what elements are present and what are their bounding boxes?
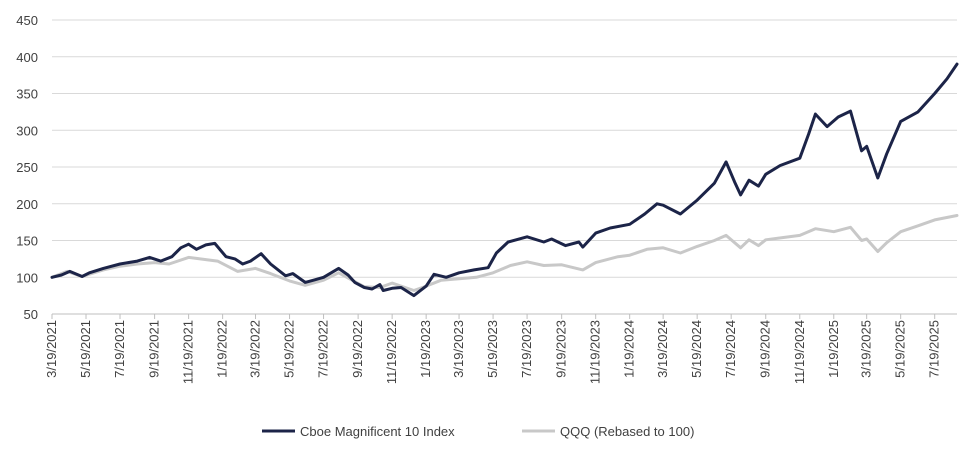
legend-label: QQQ (Rebased to 100) [560,424,694,439]
x-tick-label: 11/19/2024 [792,320,807,384]
y-tick-label: 300 [16,123,38,138]
x-tick-label: 1/19/2023 [418,320,433,378]
x-tick-label: 3/19/2021 [44,320,59,378]
x-tick-label: 1/19/2024 [622,320,637,378]
x-tick-label: 5/19/2021 [78,320,93,378]
series-line-magnificent-10 [50,62,959,298]
y-tick-label: 450 [16,13,38,28]
y-tick-label: 50 [24,307,38,322]
y-tick-label: 200 [16,197,38,212]
x-tick-label: 5/19/2025 [893,320,908,378]
x-tick-label: 7/19/2022 [316,320,331,378]
x-tick-label: 7/19/2021 [112,320,127,378]
x-tick-label: 7/19/2023 [519,320,534,378]
x-tick-label: 3/19/2023 [451,320,466,378]
x-tick-label: 1/19/2025 [826,320,841,378]
x-tick-label: 5/19/2022 [282,320,297,378]
x-tick-label: 9/19/2022 [350,320,365,378]
x-tick-label: 9/19/2021 [147,320,162,378]
series-line-qqq [50,214,959,292]
y-tick-label: 350 [16,87,38,102]
x-tick-label: 3/19/2024 [655,320,670,378]
x-axis: 3/19/2021 5/19/2021 7/19/2021 9/19/2021 11/1… [44,313,957,384]
y-axis: 50 100 150 200 250 300 350 400 450 [16,13,38,322]
x-tick-label: 5/19/2024 [689,320,704,378]
x-tick-label: 3/19/2025 [859,320,874,378]
x-tick-label: 7/19/2024 [723,320,738,378]
x-tick-label: 3/19/2022 [248,320,263,378]
y-tick-label: 100 [16,270,38,285]
x-tick-label: 7/19/2025 [927,320,942,378]
series-lines [50,62,959,298]
x-tick-label: 9/19/2024 [758,320,773,378]
legend: Cboe Magnificent 10 Index QQQ (Rebased to… [262,424,694,439]
x-tick-label: 1/19/2022 [215,320,230,378]
x-tick-label: 11/19/2021 [181,320,196,384]
y-tick-label: 250 [16,160,38,175]
legend-label: Cboe Magnificent 10 Index [300,424,455,439]
y-tick-label: 400 [16,50,38,65]
x-tick-label: 11/19/2023 [588,320,603,384]
x-tick-label: 11/19/2022 [384,320,399,384]
x-tick-label: 5/19/2023 [485,320,500,378]
gridlines [52,19,957,315]
x-tick-label: 9/19/2023 [554,320,569,378]
y-tick-label: 150 [16,234,38,249]
